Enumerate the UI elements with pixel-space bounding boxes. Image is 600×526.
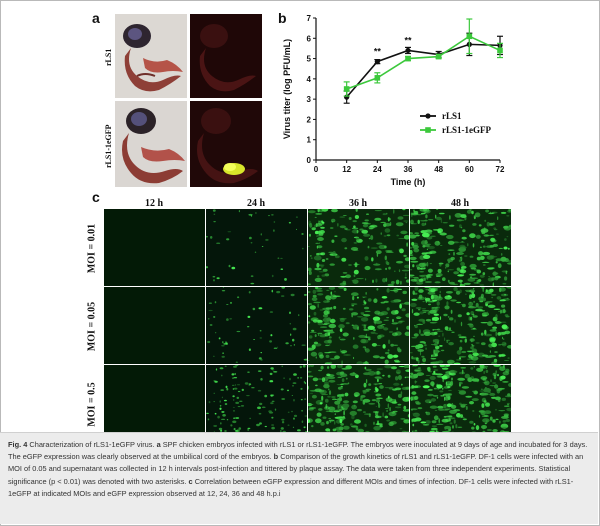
data-point-rLS1-1eGFP	[405, 55, 411, 62]
series-line-rLS1	[346, 43, 501, 98]
y-axis-label: Virus titer (log PFU/mL)	[282, 39, 292, 139]
legend-label: rLS1	[442, 111, 462, 121]
caption-a-text: SPF chicken embryos infected with rLS1 o…	[8, 440, 588, 462]
y-tick-label: 6	[307, 34, 312, 43]
significance-marker: **	[374, 47, 382, 57]
y-tick-label: 0	[307, 156, 312, 165]
embryo-photo-rls1egfp-fluor	[190, 101, 262, 187]
y-tick-label: 3	[307, 95, 312, 104]
y-tick-label: 4	[307, 75, 312, 84]
panel-c-letter: c	[92, 189, 100, 205]
column-header-12h: 12 h	[144, 198, 164, 209]
caption-fig-label: Fig. 4	[8, 440, 28, 449]
micrograph-cell	[104, 365, 205, 442]
micrograph-cell	[308, 365, 409, 442]
x-tick-label: 48	[434, 165, 443, 174]
data-point-rLS1-1eGFP	[435, 53, 442, 60]
legend-label: rLS1-1eGFP	[442, 125, 491, 135]
x-tick-label: 24	[373, 165, 382, 174]
data-point-rLS1-1eGFP	[343, 86, 350, 92]
embryo-photo-rls1egfp-bright	[115, 101, 187, 187]
micrograph-cell	[410, 287, 511, 364]
caption-c-text: Correlation between eGFP expression and …	[8, 476, 574, 498]
x-tick-label: 72	[496, 165, 505, 174]
data-point-rLS1-1eGFP	[374, 75, 381, 81]
panel-a-row-label-rls1: rLS1	[104, 48, 113, 66]
y-tick-label: 2	[307, 115, 312, 124]
micrograph-cell	[206, 365, 307, 442]
legend-swatch-marker	[425, 113, 431, 119]
data-point-rLS1	[374, 59, 380, 65]
column-header-24h: 24 h	[246, 198, 266, 209]
micrograph-cell	[206, 209, 307, 286]
embryo-photo-rls1-fluor	[190, 14, 262, 98]
y-tick-label: 5	[307, 55, 312, 64]
caption-b-text: Comparison of the growth kinetics of rLS…	[8, 452, 584, 486]
y-tick-label: 1	[307, 136, 312, 145]
caption-a-label: a	[156, 440, 161, 449]
micrograph-cell	[410, 365, 511, 442]
x-tick-label: 36	[404, 165, 413, 174]
micrograph-cell	[104, 287, 205, 364]
micrograph-cell	[206, 287, 307, 364]
caption-title: Characterization of rLS1-1eGFP virus.	[27, 440, 157, 449]
figure-caption: Fig. 4 Characterization of rLS1-1eGFP vi…	[0, 432, 598, 524]
row-label-moi-0-01: MOI = 0.01	[86, 223, 98, 274]
column-header-36h: 36 h	[348, 198, 368, 209]
micrograph-cell	[308, 287, 409, 364]
micrograph-cell	[410, 209, 511, 286]
column-header-48h: 48 h	[450, 198, 470, 209]
legend-swatch-marker	[425, 127, 431, 133]
series-line-rLS1-1eGFP	[346, 35, 501, 90]
data-point-rLS1-1eGFP	[497, 47, 503, 54]
embryo-photo-rls1-bright	[115, 14, 187, 98]
y-tick-label: 7	[307, 14, 312, 23]
data-point-rLS1	[405, 47, 411, 54]
data-point-rLS1-1eGFP	[466, 33, 473, 40]
caption-b-label: b	[273, 452, 279, 462]
x-axis-label: Time (h)	[391, 177, 426, 187]
x-tick-label: 60	[465, 165, 474, 174]
panel-b-letter: b	[278, 10, 287, 26]
micrograph-cell	[308, 209, 409, 286]
x-tick-label: 12	[342, 165, 351, 174]
panel-a-letter: a	[92, 10, 100, 26]
significance-marker: **	[404, 35, 412, 45]
caption-c-label: c	[188, 476, 193, 486]
row-label-moi-0-05: MOI = 0.05	[86, 301, 98, 352]
micrograph-cell	[104, 209, 205, 286]
panel-a-row-label-rls1egfp: rLS1-1eGFP	[104, 124, 113, 168]
x-tick-label: 0	[314, 165, 319, 174]
